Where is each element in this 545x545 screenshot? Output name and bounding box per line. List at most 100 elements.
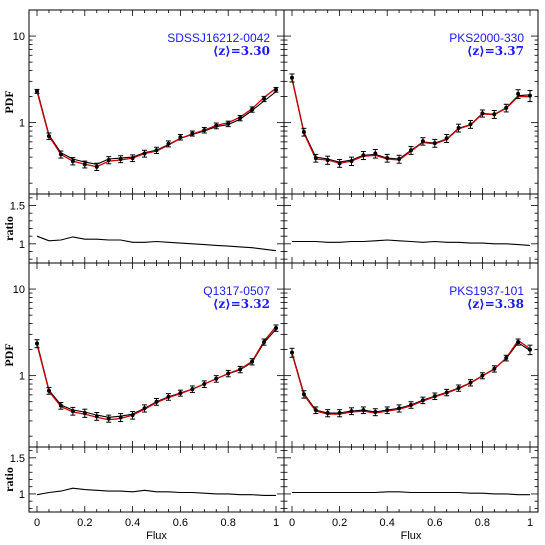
- panel-2-data-point: [444, 136, 449, 141]
- panel-1-data-point: [238, 116, 243, 121]
- panel-2-data-point: [468, 122, 473, 127]
- panel-2-data-point: [349, 159, 354, 164]
- panel-1-data-point: [178, 135, 183, 140]
- panel-4-data-point: [385, 408, 390, 413]
- panel-1-data-point: [58, 152, 63, 157]
- panel-4-data-point: [301, 392, 306, 397]
- panel-1-data-point: [106, 158, 111, 163]
- panel-4-data-point: [397, 406, 402, 411]
- panel-4-data-point: [313, 408, 318, 413]
- panel-3-data-point: [262, 339, 267, 344]
- panel-1-data-point: [166, 141, 171, 146]
- panel-4-data-point: [337, 411, 342, 416]
- panel-3-y-tick-label: 1: [19, 371, 25, 383]
- panel-1-ratio-frame: [28, 193, 285, 264]
- panel-1-y-axis-title: PDF: [2, 90, 16, 113]
- panel-1-mean-redshift: ⟨z⟩=3.30: [213, 44, 270, 58]
- panel-4-data-point: [349, 409, 354, 414]
- panel-3-x-tick-label: 0.6: [173, 517, 188, 529]
- panel-4-x-tick-label: 0.4: [380, 517, 395, 529]
- panel-2-data-point: [492, 112, 497, 117]
- panel-4-ratio-line: [292, 491, 530, 496]
- panel-3-data-point: [250, 359, 255, 364]
- panel-2-mean-redshift: ⟨z⟩=3.37: [467, 44, 524, 58]
- panel-1-data-point: [190, 131, 195, 136]
- panel-2-data-point: [516, 91, 521, 96]
- panel-4-x-tick-label: 0: [289, 517, 295, 529]
- panel-3-y-axis-title: PDF: [2, 343, 16, 366]
- panel-4-data-point: [516, 339, 521, 344]
- panel-4-x-tick-label: 1: [527, 517, 533, 529]
- panel-1-data-point: [154, 148, 159, 153]
- panel-2-object-name: PKS2000-330: [449, 31, 524, 45]
- panel-1-data-point: [262, 96, 267, 101]
- panel-4-x-tick-label: 0.8: [475, 517, 490, 529]
- panel-1-data-point: [130, 156, 135, 161]
- panel-4-data-point: [361, 408, 366, 413]
- panel-1-data-point: [46, 134, 51, 139]
- panel-2-data-point: [313, 156, 318, 161]
- panel-2-data-point: [397, 157, 402, 162]
- panel-2-data-point: [432, 141, 437, 146]
- panel-2-data-point: [301, 130, 306, 135]
- panel-1-data-point: [214, 123, 219, 128]
- panel-4-data-point: [492, 366, 497, 371]
- panel-1-data-point: [94, 164, 99, 169]
- panel-2-data-point: [480, 111, 485, 116]
- panel-2-data-point: [504, 105, 509, 110]
- panel-3-data-point: [154, 399, 159, 404]
- panel-1-ratio-tick-label: 1: [19, 239, 25, 251]
- panel-3-ratio-frame: [28, 446, 285, 513]
- panel-4-data-point: [325, 411, 330, 416]
- panel-3-x-tick-label: 1: [273, 517, 279, 529]
- panel-1-data-point: [118, 157, 123, 162]
- panel-1-data-point: [82, 162, 87, 167]
- panel-3-x-tick-label: 0.8: [221, 517, 236, 529]
- panel-3-data-point: [226, 371, 231, 376]
- panel-2-data-point: [456, 125, 461, 130]
- panel-1-data-point: [202, 128, 207, 133]
- panel-4-data-point: [456, 386, 461, 391]
- panel-1-y-tick-label: 1: [19, 118, 25, 130]
- panel-2-data-point: [373, 151, 378, 156]
- panel-4-object-name: PKS1937-101: [449, 284, 524, 298]
- panel-1-data-point: [142, 151, 147, 156]
- panel-3-data-point: [94, 414, 99, 419]
- panel-3-data-point: [190, 387, 195, 392]
- panel-1-series-model-line: [36, 87, 277, 168]
- panel-1-ratio-axis-title: ratio: [2, 216, 16, 241]
- panel-3-data-point: [82, 411, 87, 416]
- panel-1-data-point: [70, 159, 75, 164]
- panel-4-data-point: [420, 398, 425, 403]
- panel-3-data-point: [46, 388, 51, 393]
- panel-3-data-point: [35, 341, 39, 346]
- panel-3-data-point: [106, 416, 111, 421]
- panel-4-data-point: [468, 380, 473, 385]
- panel-3-x-tick-label: 0.4: [125, 517, 140, 529]
- panel-3-ratio-line: [36, 487, 276, 496]
- panel-4-mean-redshift: ⟨z⟩=3.38: [467, 297, 524, 311]
- panel-1-data-point: [250, 107, 255, 112]
- panel-1-y-tick-label: 10: [13, 31, 25, 43]
- panel-1-ratio-line: [36, 235, 277, 252]
- panel-3-y-tick-label: 10: [13, 284, 25, 296]
- panel-4-x-tick-label: 0.2: [332, 517, 347, 529]
- panel-3-ratio-tick-label: 1: [19, 489, 25, 501]
- panel-2-data-point: [385, 156, 390, 161]
- panel-1-object-name: SDSSJ16212-0042: [167, 31, 270, 45]
- panel-2-data-point: [420, 139, 425, 144]
- panel-4-data-point: [528, 347, 532, 352]
- panel-4-data-point: [409, 402, 413, 407]
- panel-2-ratio-line: [292, 239, 531, 246]
- panel-4-x-axis-title: Flux: [401, 530, 422, 542]
- panel-3-mean-redshift: ⟨z⟩=3.32: [213, 297, 270, 311]
- panel-4-data-point: [444, 390, 449, 395]
- panel-2-data-point: [528, 93, 532, 98]
- panel-2-data-point: [361, 153, 366, 158]
- panel-3-data-point: [142, 406, 147, 411]
- panel-2-data-point: [337, 161, 342, 166]
- panel-2-data-point: [325, 158, 330, 163]
- panel-3-data-point: [118, 415, 123, 420]
- panel-3-x-tick-label: 0: [34, 517, 40, 529]
